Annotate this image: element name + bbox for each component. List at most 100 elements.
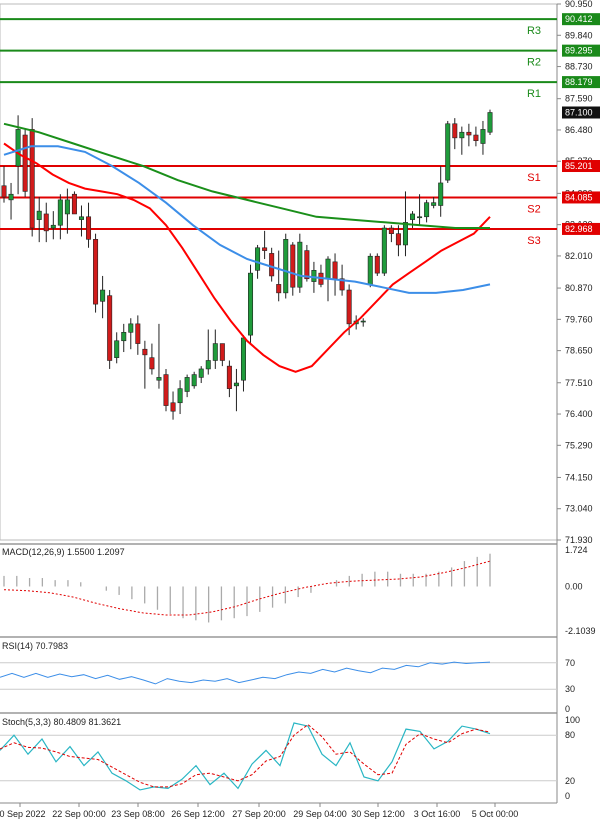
macd-signal-line	[3, 560, 491, 616]
price-tick-label: 82.010	[565, 251, 593, 261]
time-tick-label: 20 Sep 2022	[0, 809, 46, 819]
price-tick-label: 86.480	[565, 125, 593, 135]
moving-average-green	[3, 122, 490, 229]
candle-body	[64, 199, 70, 215]
candle-body	[36, 210, 42, 220]
price-tick-label: 88.730	[565, 62, 593, 72]
stoch-label: Stoch(5,3,3) 80.4809 81.3621	[2, 717, 121, 727]
candle-body	[93, 239, 99, 305]
level-value-badge	[562, 222, 600, 235]
candle-body	[86, 216, 92, 240]
candle-body	[269, 253, 275, 277]
candle-body	[410, 213, 416, 220]
time-tick-label: 23 Sep 08:00	[111, 809, 165, 819]
level-label-s2: S2	[527, 203, 540, 215]
moving-average-red	[3, 142, 491, 373]
candle-body	[431, 202, 437, 206]
price-tick-label: 76.400	[565, 409, 593, 419]
candle-body	[1, 185, 7, 198]
price-tick-label: 90.950	[565, 0, 593, 9]
candle-body	[107, 295, 113, 361]
candle-body	[177, 388, 183, 404]
candle-body	[402, 222, 408, 246]
rsi-tick-label: 0	[565, 704, 570, 714]
time-tick-label: 30 Sep 12:00	[351, 809, 405, 819]
candle-body	[149, 357, 155, 370]
level-value-label: 90.412	[565, 14, 593, 24]
candle-body	[304, 250, 310, 280]
price-tick-label: 74.150	[565, 472, 593, 482]
level-label-s3: S3	[527, 235, 540, 247]
current-price-badge	[562, 106, 600, 119]
rsi-tick-label: 30	[565, 684, 575, 694]
candle-body	[332, 261, 338, 280]
candle-body	[466, 131, 472, 136]
candle-body	[276, 284, 282, 294]
level-value-label: 88.179	[565, 77, 593, 87]
time-tick-label: 22 Sep 00:00	[52, 809, 106, 819]
candle-body	[71, 193, 77, 215]
candle-body	[424, 202, 430, 218]
candle-body	[29, 129, 35, 229]
candle-body	[297, 241, 303, 288]
candle-body	[283, 239, 289, 294]
candle-body	[163, 374, 169, 406]
level-value-badge	[562, 76, 600, 89]
time-tick-label: 3 Oct 16:00	[414, 809, 461, 819]
candle-body	[114, 340, 120, 358]
stoch-tick-label: 80	[565, 730, 575, 740]
price-tick-label: 80.870	[565, 283, 593, 293]
price-tick-label: 89.840	[565, 30, 593, 40]
candle-body	[191, 374, 197, 387]
stoch-tick-label: 0	[565, 791, 570, 801]
candle-body	[452, 123, 458, 139]
candle-body	[339, 278, 345, 291]
level-value-label: 84.085	[565, 192, 593, 202]
candle-body	[156, 377, 162, 381]
candle-body	[142, 348, 148, 356]
candle-body	[438, 182, 444, 206]
level-value-badge	[562, 44, 600, 57]
level-value-label: 89.295	[565, 46, 593, 56]
candle-body	[226, 365, 232, 389]
candle-body	[22, 134, 28, 192]
candle-body	[100, 289, 106, 302]
stoch-tick-label: 20	[565, 776, 575, 786]
rsi-label: RSI(14) 70.7983	[2, 641, 68, 651]
candle-body	[255, 247, 261, 271]
macd-tick-label: 1.724	[565, 545, 588, 555]
candle-body	[128, 323, 134, 333]
candle-body	[184, 377, 190, 392]
stoch-k-line	[0, 722, 491, 791]
level-label-r3: R3	[527, 25, 541, 37]
candle-body	[473, 134, 479, 141]
stoch-d-line	[0, 723, 491, 788]
candle-body	[374, 255, 380, 274]
candle-body	[121, 332, 127, 342]
price-tick-label: 79.760	[565, 314, 593, 324]
current-price-label: 87.100	[565, 107, 593, 117]
candle-body	[311, 270, 317, 282]
candle-body	[367, 255, 373, 285]
candle-body	[15, 129, 21, 167]
candle-body	[219, 343, 225, 361]
level-label-r1: R1	[527, 88, 541, 100]
candle-body	[50, 224, 56, 229]
candle-body	[135, 323, 141, 344]
candle-body	[346, 289, 352, 325]
price-tick-label: 77.510	[565, 378, 593, 388]
candle-body	[381, 227, 387, 274]
macd-tick-label: 0.00	[565, 581, 583, 591]
candle-body	[459, 131, 465, 139]
level-value-label: 85.201	[565, 161, 593, 171]
candle-body	[395, 233, 401, 246]
level-value-badge	[562, 191, 600, 204]
candle-body	[43, 213, 49, 232]
candle-body	[480, 129, 486, 144]
candle-body	[212, 343, 218, 361]
macd-tick-label: -2.1039	[565, 626, 596, 636]
candle-body	[248, 272, 254, 336]
rsi-tick-label: 70	[565, 658, 575, 668]
price-tick-label: 71.930	[565, 535, 593, 545]
